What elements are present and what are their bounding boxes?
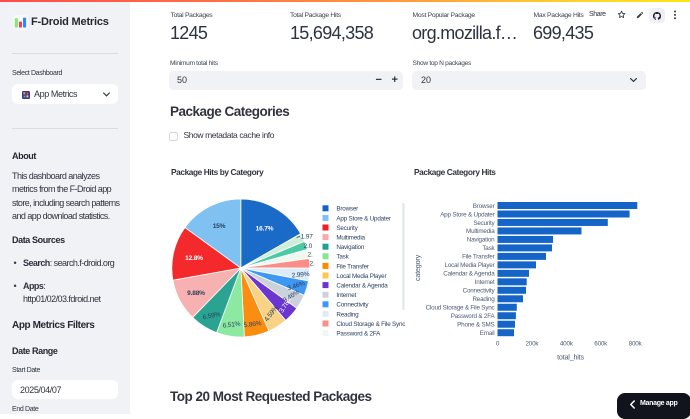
svg-text:Security: Security — [336, 225, 358, 232]
svg-text:Connectivity: Connectivity — [336, 302, 369, 309]
svg-text:Reading: Reading — [472, 296, 495, 303]
svg-text:Local Media Player: Local Media Player — [445, 262, 495, 269]
svg-text:File Transfer: File Transfer — [462, 254, 494, 261]
svg-text:Calendar & Agenda: Calendar & Agenda — [336, 283, 388, 290]
svg-text:Cloud Storage & File Sync: Cloud Storage & File Sync — [426, 305, 495, 312]
svg-text:6.59%: 6.59% — [202, 311, 221, 322]
svg-text:15%: 15% — [213, 223, 226, 230]
svg-text:Task: Task — [336, 254, 349, 261]
svg-text:12.8%: 12.8% — [185, 255, 203, 262]
svg-text:16.7%: 16.7% — [256, 226, 274, 233]
svg-text:Navigation: Navigation — [467, 237, 495, 244]
svg-text:Package Category Hits: Package Category Hits — [414, 167, 496, 177]
svg-text:Multimedia: Multimedia — [336, 235, 365, 242]
svg-text:Internet: Internet — [336, 292, 356, 299]
svg-text:Phone & SMS: Phone & SMS — [457, 322, 494, 329]
svg-text:1.97: 1.97 — [301, 234, 314, 241]
svg-text:600k: 600k — [594, 341, 608, 348]
svg-text:Browser: Browser — [473, 203, 495, 210]
svg-text:Reading: Reading — [336, 311, 359, 318]
svg-text:Cloud Storage & File Sync: Cloud Storage & File Sync — [336, 321, 405, 328]
svg-text:Local Media Player: Local Media Player — [336, 273, 386, 280]
svg-text:total_hits: total_hits — [557, 353, 584, 362]
svg-text:800k: 800k — [629, 341, 643, 348]
svg-text:Calendar & Agenda: Calendar & Agenda — [443, 271, 495, 278]
svg-text:2.99%: 2.99% — [291, 271, 310, 280]
svg-text:2.: 2. — [308, 251, 313, 258]
svg-text:0: 0 — [496, 341, 500, 348]
svg-text:6.51%: 6.51% — [222, 321, 241, 330]
svg-text:Package Hits by Category: Package Hits by Category — [171, 167, 264, 177]
svg-text:Browser: Browser — [336, 206, 358, 213]
svg-text:2.0: 2.0 — [304, 243, 313, 250]
svg-text:Navigation: Navigation — [336, 244, 364, 251]
svg-text:Password & 2FA: Password & 2FA — [451, 313, 496, 320]
svg-text:Password & 2FA: Password & 2FA — [336, 331, 381, 338]
svg-text:9.88%: 9.88% — [187, 290, 205, 297]
svg-text:File Transfer: File Transfer — [336, 263, 368, 270]
svg-text:App Store & Updater: App Store & Updater — [336, 215, 390, 222]
svg-text:Security: Security — [473, 220, 495, 227]
svg-text:2.: 2. — [310, 261, 315, 268]
svg-text:App Store & Updater: App Store & Updater — [440, 211, 494, 218]
svg-text:5.86%: 5.86% — [243, 320, 262, 329]
svg-text:Internet: Internet — [475, 279, 495, 286]
svg-text:Email: Email — [480, 330, 495, 337]
svg-text:Task: Task — [482, 245, 495, 252]
svg-text:200k: 200k — [525, 341, 539, 348]
svg-text:Multimedia: Multimedia — [466, 228, 495, 235]
svg-text:Connectivity: Connectivity — [463, 288, 496, 295]
svg-text:400k: 400k — [560, 341, 574, 348]
svg-text:category: category — [413, 254, 422, 281]
